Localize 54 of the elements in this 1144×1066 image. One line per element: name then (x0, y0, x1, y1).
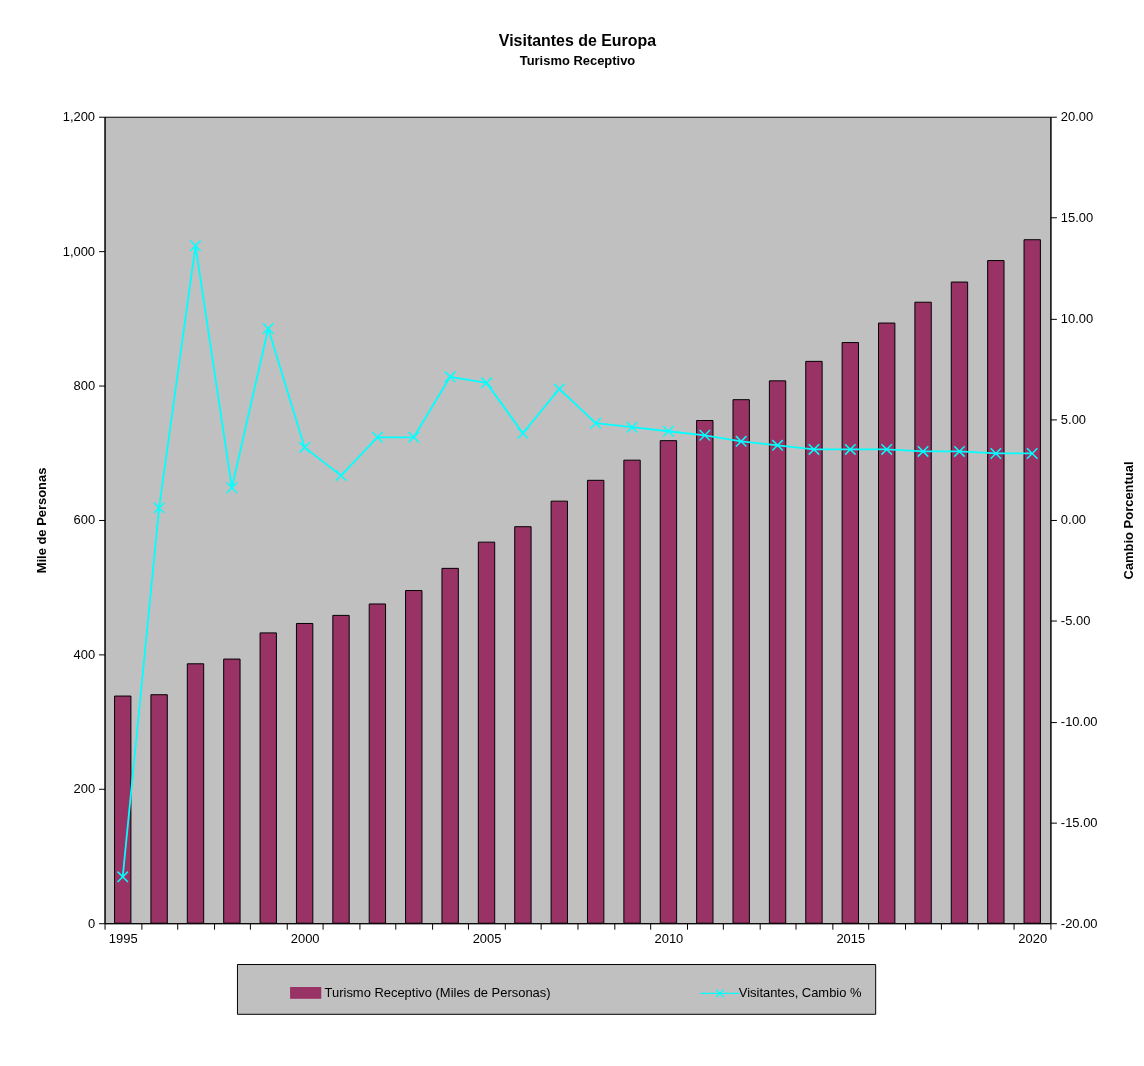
y-tick-label: 0 (87, 915, 96, 931)
y2-tick-label: 20.00 (1060, 109, 1094, 125)
point (371, 431, 384, 444)
y2-tick-label: -5.00 (1060, 613, 1091, 629)
point (407, 431, 420, 444)
point (953, 445, 966, 458)
point (516, 427, 529, 440)
point (116, 870, 129, 883)
point (553, 382, 566, 395)
y-tick-label: 800 (73, 378, 96, 394)
y2-axis-title: Cambio Porcentual (1121, 461, 1137, 580)
y2-tick-label: -10.00 (1060, 714, 1098, 730)
point (225, 481, 238, 494)
x-tick-label: 2005 (472, 930, 502, 946)
y2-tick-label: -15.00 (1060, 814, 1098, 830)
x-tick-label: 2020 (1018, 930, 1048, 946)
chart-subtitle: Turismo Receptivo (519, 52, 636, 68)
point (480, 376, 493, 389)
y-tick-label: 200 (73, 781, 96, 797)
point (153, 501, 166, 514)
chart-title: Visitantes de Europa (498, 32, 657, 50)
point (917, 445, 930, 458)
point (335, 469, 347, 482)
point (880, 443, 893, 456)
legend-label: Turismo Receptivo (Miles de Personas) (324, 984, 551, 1000)
point (626, 421, 639, 434)
point (662, 425, 675, 438)
point (771, 439, 784, 452)
x-tick-label: 2000 (290, 930, 320, 946)
x-tick-label: 2010 (654, 930, 684, 946)
point (698, 429, 711, 442)
y-tick-label: 400 (73, 646, 96, 662)
point (735, 435, 748, 448)
legend-label: Visitantes, Cambio % (738, 985, 862, 1001)
point (298, 441, 311, 454)
point (589, 417, 602, 430)
point (844, 443, 857, 456)
y-tick-label: 600 (73, 512, 96, 528)
point (189, 239, 202, 252)
y2-tick-label: 10.00 (1060, 310, 1094, 326)
x-tick-label: 1995 (108, 930, 138, 946)
point (444, 370, 457, 383)
x-tick-label: 2015 (836, 930, 866, 946)
y2-tick-label: -20.00 (1060, 915, 1098, 931)
y-tick-label: 1,200 (62, 109, 96, 125)
point (1026, 447, 1039, 460)
y2-tick-label: 15.00 (1060, 210, 1094, 226)
point (807, 443, 820, 456)
y-tick-label: 1,000 (62, 243, 96, 259)
y2-tick-label: 0.00 (1060, 512, 1087, 528)
point (989, 447, 1002, 460)
point (262, 322, 275, 335)
y-axis-title: Mile de Personas (33, 467, 49, 574)
y2-tick-label: 5.00 (1060, 411, 1087, 427)
